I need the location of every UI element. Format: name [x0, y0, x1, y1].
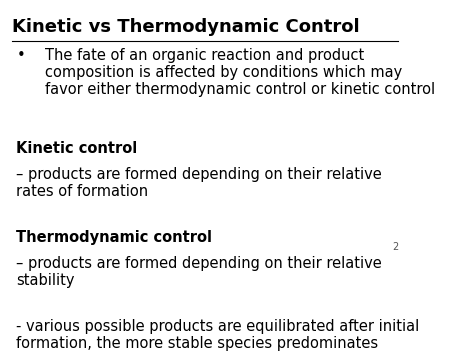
Text: 2: 2	[392, 242, 399, 252]
Text: Thermodynamic control: Thermodynamic control	[17, 230, 212, 245]
Text: - various possible products are equilibrated after initial
formation, the more s: - various possible products are equilibr…	[17, 319, 419, 351]
Text: Kinetic control: Kinetic control	[17, 141, 137, 156]
Text: – products are formed depending on their relative
stability: – products are formed depending on their…	[17, 256, 382, 288]
Text: – products are formed depending on their relative
rates of formation: – products are formed depending on their…	[17, 167, 382, 200]
Text: •: •	[17, 48, 25, 62]
Text: Kinetic vs Thermodynamic Control: Kinetic vs Thermodynamic Control	[12, 18, 360, 36]
Text: The fate of an organic reaction and product
composition is affected by condition: The fate of an organic reaction and prod…	[45, 48, 435, 97]
